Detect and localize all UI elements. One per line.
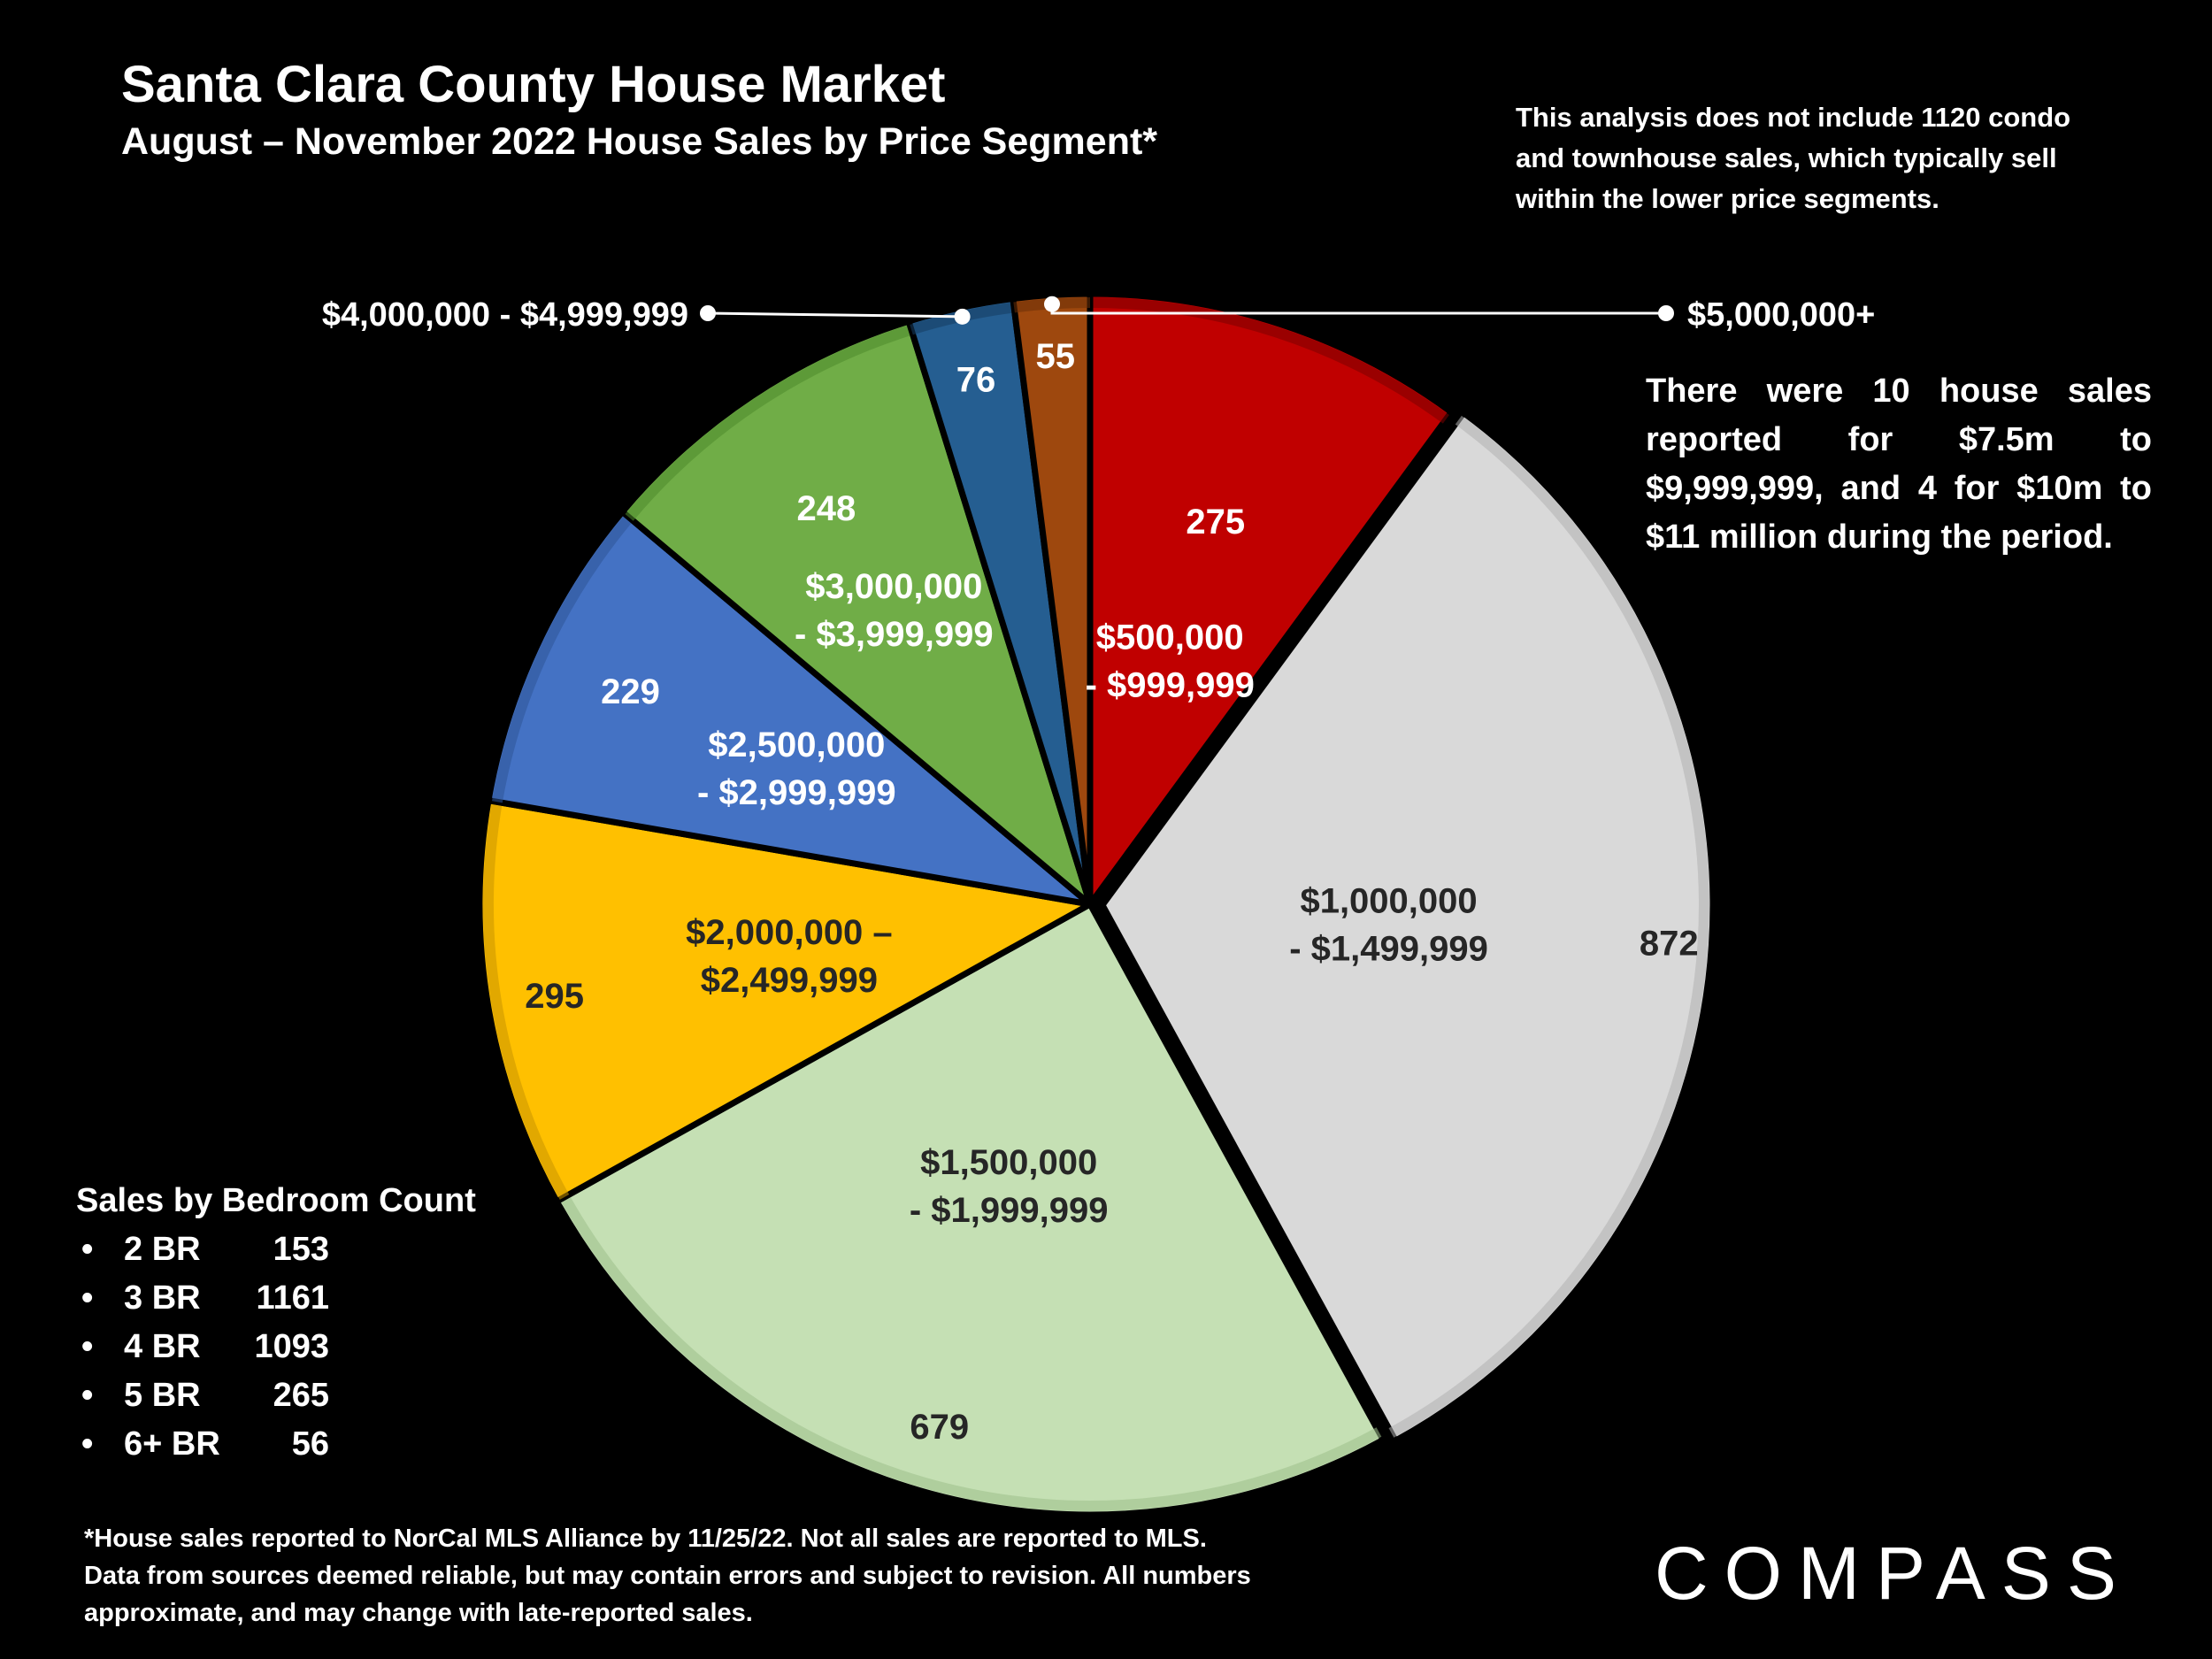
bedroom-label: 2 BR (124, 1231, 201, 1268)
bullet-icon: • (81, 1279, 94, 1317)
slice-category-label: $500,000- $999,999 (1086, 618, 1255, 705)
slice-value-label: 55 (1035, 337, 1075, 376)
bedroom-count-item: • 5 BR 265 (76, 1371, 476, 1420)
bedroom-count: 1161 (256, 1279, 329, 1317)
bedroom-count-item: • 2 BR 153 (76, 1225, 476, 1274)
high-end-sales-note: There were 10 house sales reported for $… (1646, 367, 2152, 562)
pie-slice-1-000-000 (1099, 410, 1717, 1444)
bedroom-count: 153 (273, 1231, 329, 1268)
bedroom-count: 56 (291, 1425, 329, 1463)
bedroom-count: 265 (273, 1377, 329, 1414)
bedroom-count-item: • 6+ BR 56 (76, 1420, 476, 1469)
slice-value-label: 76 (956, 361, 996, 400)
bullet-icon: • (81, 1328, 94, 1365)
callout-dot (1658, 305, 1674, 321)
bedroom-label: 5 BR (124, 1377, 201, 1414)
slice-value-label: 248 (796, 489, 856, 528)
pie-slice-edge (625, 324, 913, 521)
bedroom-label: 3 BR (124, 1279, 201, 1317)
bedroom-label: 6+ BR (124, 1425, 220, 1463)
bedroom-count: 1093 (254, 1328, 329, 1365)
pie-slice-edge (483, 801, 570, 1200)
condo-note: This analysis does not include 1120 cond… (1516, 102, 2071, 214)
slice-category-label: $2,500,000- $2,999,999 (697, 726, 896, 812)
callout-label: $4,000,000 - $4,999,999 (322, 296, 688, 334)
pie-slice-3-000-000 (618, 318, 1094, 908)
bullet-icon: • (81, 1425, 94, 1463)
compass-logo: COMPASS (1655, 1532, 2132, 1615)
slice-value-label: 295 (525, 977, 584, 1016)
bedroom-count-heading: Sales by Bedroom Count (76, 1182, 476, 1219)
high-end-sales-note-main: There were 10 house sales reported for $… (1646, 373, 2152, 507)
pie-slice-edge (1089, 297, 1449, 424)
pie-slice-500-000 (1087, 290, 1455, 908)
callout-label: $5,000,000+ (1687, 296, 1875, 334)
bedroom-count-list: Sales by Bedroom Count • 2 BR 153 • 3 BR 1161… (76, 1182, 476, 1469)
pie-slice-5-000-000 (1010, 290, 1094, 908)
callout-dot (700, 305, 716, 321)
bedroom-count-item: • 4 BR 1093 (76, 1323, 476, 1371)
pie-slice-edge (559, 1194, 1382, 1511)
pie-slice-2-500-000 (485, 508, 1094, 908)
page-title: Santa Clara County House Market (121, 56, 946, 113)
bullet-icon: • (81, 1377, 94, 1414)
bedroom-label: 4 BR (124, 1328, 201, 1365)
slice-value-label: 229 (601, 672, 660, 711)
slice-value-label: 275 (1186, 503, 1245, 541)
slice-category-label: $1,500,000- $1,999,999 (910, 1143, 1109, 1230)
callout-line (707, 311, 963, 319)
pie-slice-edge (1388, 415, 1709, 1438)
pie-slice-2-000-000 (476, 797, 1094, 1205)
slice-category-label: $3,000,000- $3,999,999 (795, 567, 994, 654)
bedroom-count-item: • 3 BR 1161 (76, 1274, 476, 1323)
page-subtitle: August – November 2022 House Sales by Pr… (121, 120, 1158, 163)
slice-value-label: 679 (910, 1408, 969, 1447)
slice-category-label: $1,000,000- $1,499,999 (1289, 881, 1488, 968)
callout-line (1050, 303, 1666, 315)
footnote: *House sales reported to NorCal MLS Alli… (84, 1525, 1251, 1627)
high-end-sales-note-last: $11 million during the period. (1646, 518, 2113, 556)
slice-value-label: 872 (1640, 924, 1699, 963)
pie-slice-edge (491, 514, 634, 803)
pie-slice-1-500-000 (553, 901, 1386, 1518)
slice-category-label: $2,000,000 – $2,499,999 (686, 913, 893, 1000)
bullet-icon: • (81, 1231, 94, 1268)
